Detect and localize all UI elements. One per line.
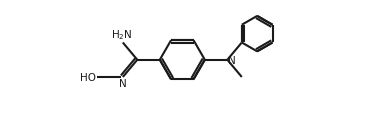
Text: HO: HO (80, 72, 96, 82)
Text: N: N (227, 55, 235, 65)
Text: H$_2$N: H$_2$N (111, 28, 133, 42)
Text: N: N (119, 79, 127, 89)
